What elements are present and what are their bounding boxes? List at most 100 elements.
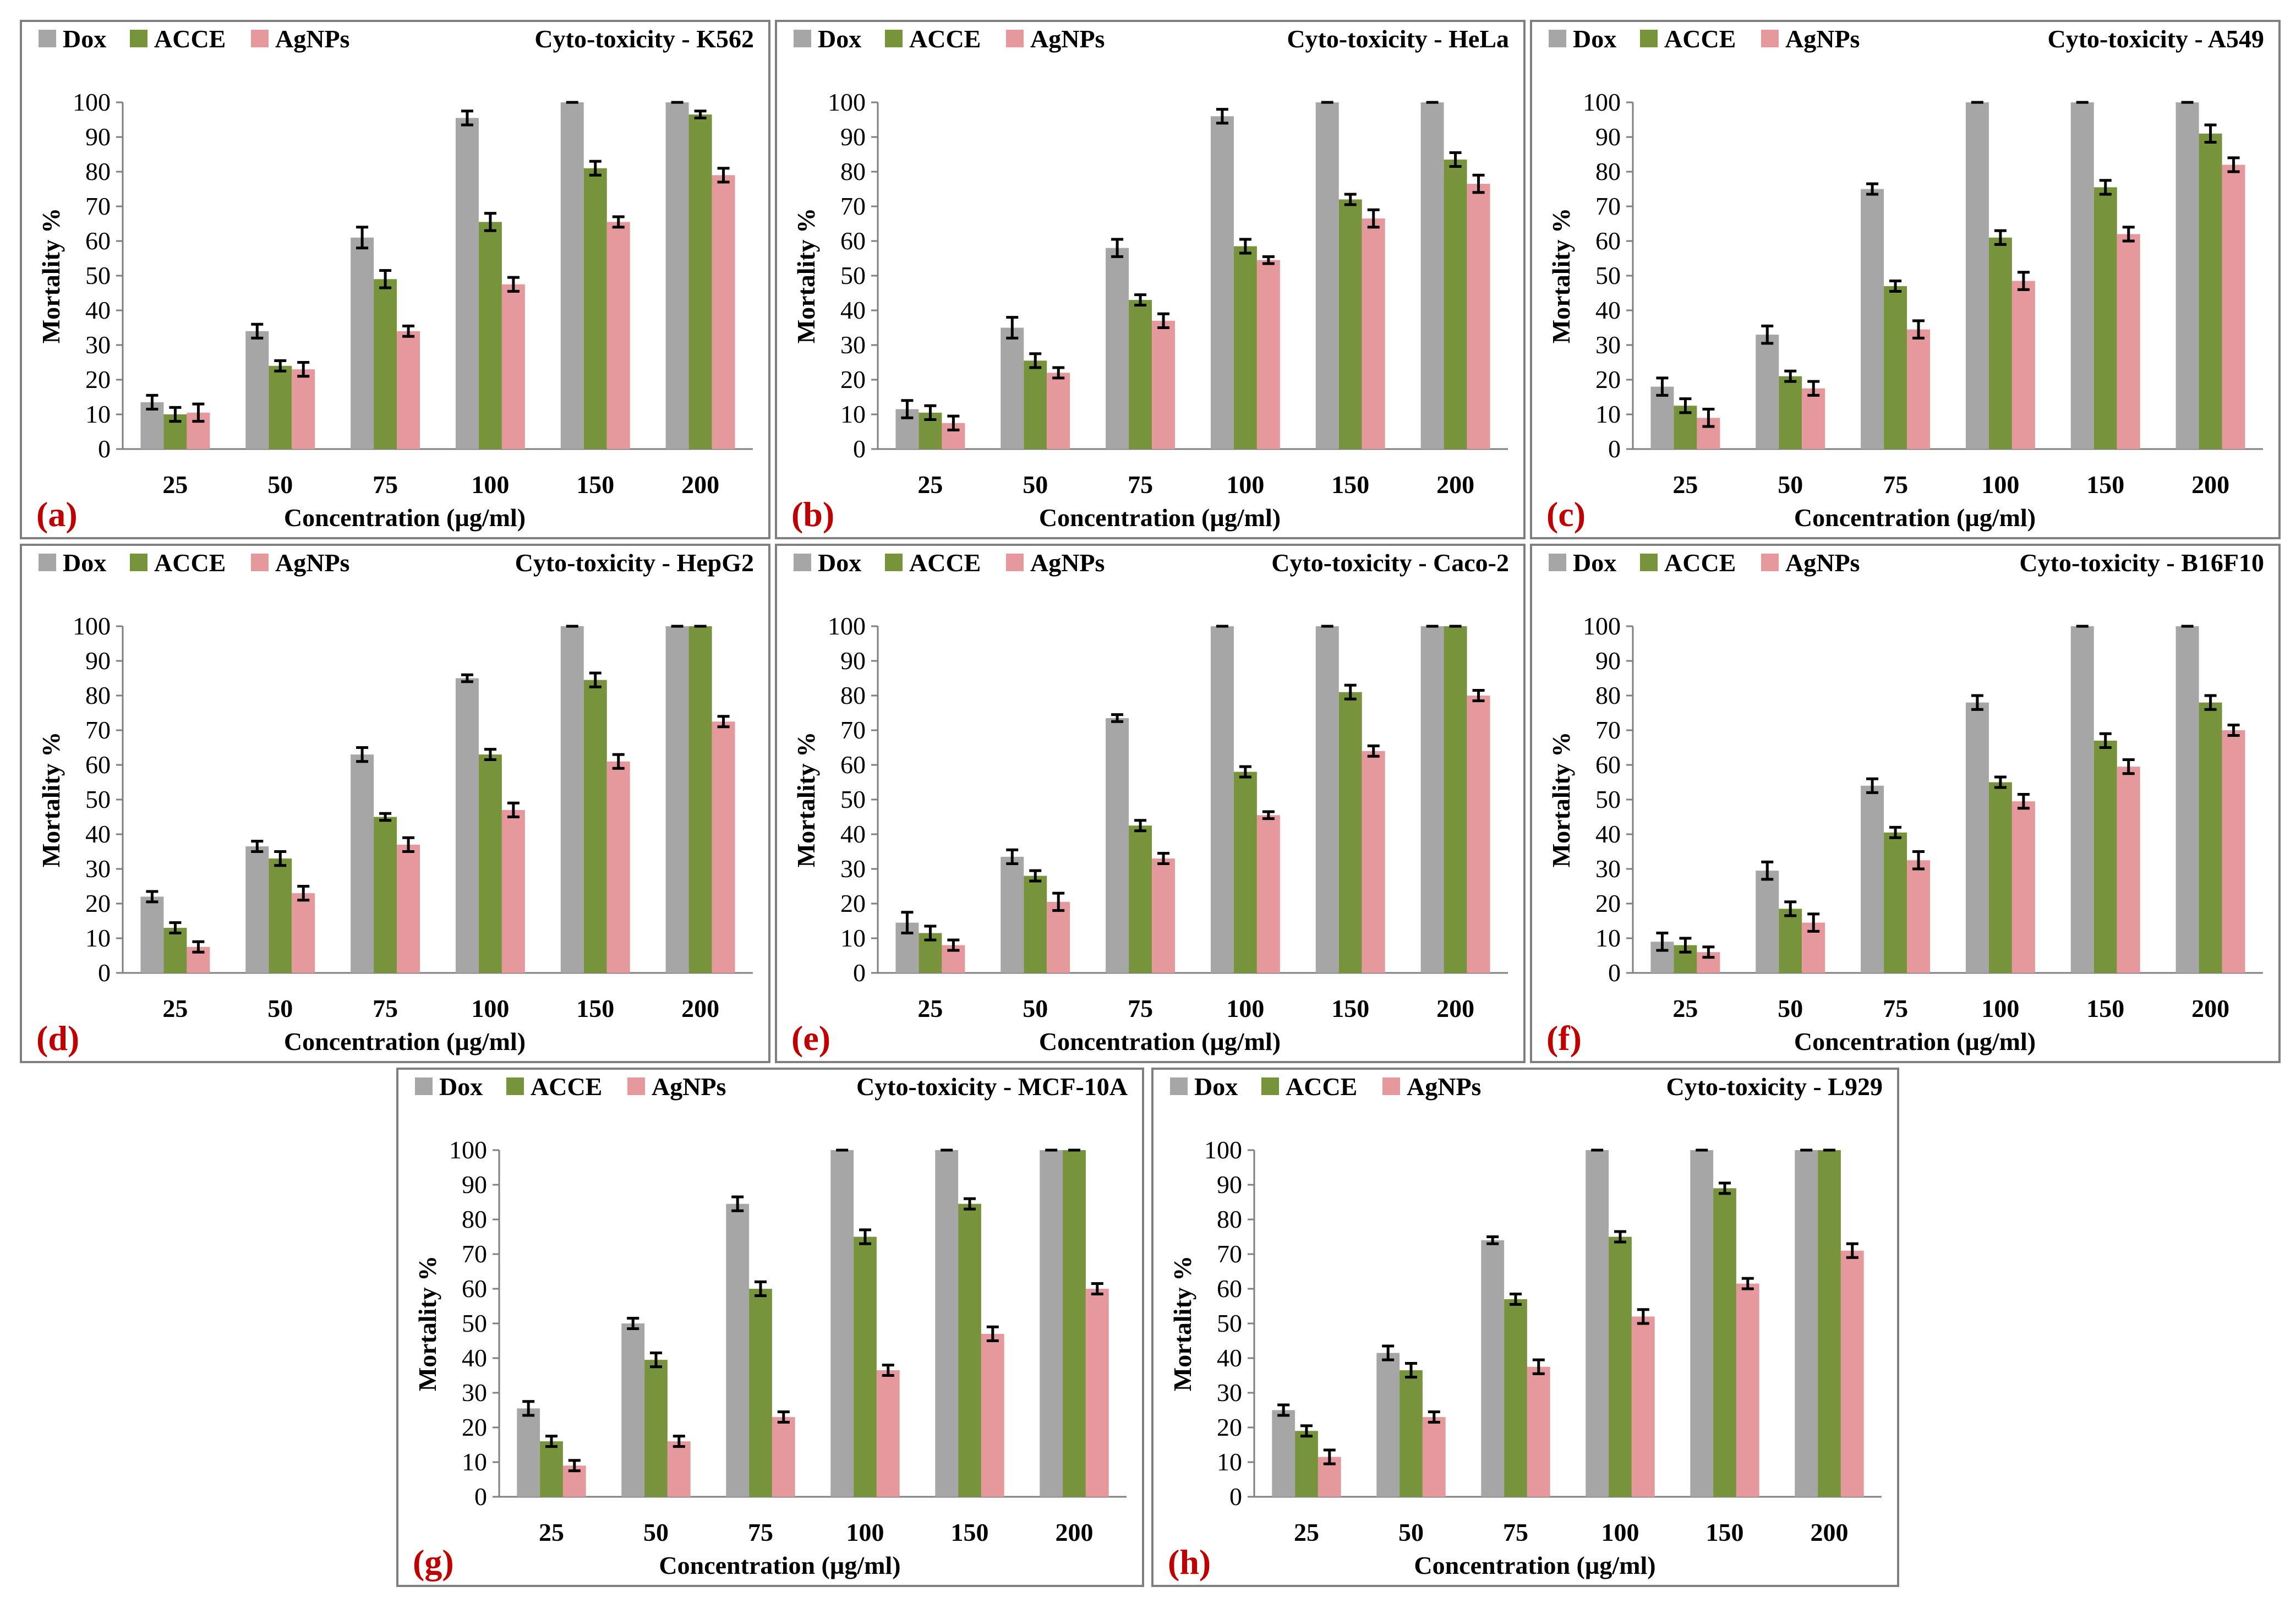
bar-acce-50 — [1024, 876, 1047, 973]
y-tick-label: 40 — [85, 296, 111, 324]
legend-swatch-acce — [885, 30, 903, 47]
legend-swatch-acce — [885, 554, 903, 571]
bar-dox-25 — [517, 1408, 540, 1497]
panel-c: Dox ACCE AgNPs Cyto-toxicity - A549 0 10 20 30 4… — [1530, 20, 2281, 539]
y-tick-label: 0 — [98, 435, 111, 463]
category-group-100 — [1965, 694, 2035, 973]
y-tick-label: 60 — [1595, 227, 1621, 255]
y-axis-title: Mortality % — [1168, 1256, 1196, 1392]
bar-dox-75 — [726, 1203, 750, 1497]
y-tick-label: 100 — [1204, 1136, 1242, 1164]
x-category-label: 100 — [1226, 994, 1264, 1022]
y-axis-title: Mortality % — [1547, 732, 1575, 868]
category-group-50 — [1756, 860, 1825, 973]
bar-acce-200 — [2199, 133, 2222, 449]
category-group-25 — [895, 399, 965, 449]
category-group-200 — [1040, 1148, 1109, 1497]
bar-agnps-200 — [1467, 696, 1490, 973]
category-group-75 — [726, 1195, 795, 1497]
bar-dox-75 — [1481, 1240, 1505, 1497]
y-tick-label: 100 — [73, 612, 111, 640]
legend-swatch-agnps — [251, 30, 269, 47]
panel-frame — [20, 544, 770, 1063]
y-tick-label: 100 — [449, 1136, 487, 1164]
legend-label-dox: Dox — [1194, 1073, 1238, 1101]
y-tick-label: 70 — [1595, 716, 1621, 744]
bar-acce-200 — [688, 626, 712, 973]
x-category-label: 75 — [373, 470, 398, 499]
y-tick-label: 60 — [1217, 1274, 1242, 1303]
category-group-50 — [1001, 848, 1070, 973]
x-category-label: 75 — [373, 994, 398, 1022]
bar-agnps-100 — [1631, 1316, 1655, 1497]
x-category-label: 75 — [1883, 994, 1908, 1022]
bar-dox-200 — [1795, 1150, 1818, 1497]
x-category-label: 100 — [1981, 994, 2019, 1022]
y-axis-title: Mortality % — [413, 1256, 441, 1392]
bar-acce-150 — [1338, 199, 1362, 449]
bar-dox-200 — [665, 626, 689, 973]
bar-acce-50 — [269, 858, 292, 973]
bar-agnps-75 — [1907, 860, 1931, 973]
bar-agnps-75 — [1527, 1366, 1550, 1497]
category-group-25 — [1272, 1403, 1341, 1497]
y-tick-label: 50 — [85, 785, 111, 813]
panel-h: Dox ACCE AgNPs Cyto-toxicity - L929 0 10 20 30 4… — [1151, 1068, 1899, 1587]
y-tick-label: 20 — [1595, 365, 1621, 393]
category-group-75 — [351, 226, 420, 449]
bar-dox-50 — [1001, 856, 1024, 973]
legend-swatch-acce — [1261, 1077, 1279, 1095]
y-tick-label: 20 — [462, 1413, 487, 1441]
y-tick-label: 80 — [85, 157, 111, 185]
bar-dox-150 — [2070, 102, 2094, 449]
bar-dox-25 — [1272, 1410, 1295, 1497]
panel-title: Cyto-toxicity - Caco-2 — [1271, 549, 1509, 577]
bar-acce-200 — [1818, 1150, 1841, 1497]
legend-swatch-agnps — [1382, 1077, 1400, 1095]
panel-letter: (e) — [791, 1019, 830, 1058]
y-tick-label: 70 — [85, 716, 111, 744]
bar-dox-100 — [455, 118, 479, 450]
category-group-100 — [1586, 1148, 1655, 1497]
legend-swatch-agnps — [1761, 30, 1779, 47]
x-category-label: 75 — [748, 1518, 773, 1546]
bar-agnps-75 — [1152, 858, 1176, 973]
category-group-150 — [2070, 625, 2140, 973]
y-tick-label: 40 — [85, 820, 111, 848]
category-group-25 — [140, 393, 210, 449]
legend-label-acce: ACCE — [909, 549, 981, 577]
x-category-label: 50 — [1023, 470, 1048, 499]
panel-letter: (d) — [36, 1019, 79, 1058]
legend-swatch-dox — [1549, 554, 1566, 571]
bar-acce-100 — [1233, 246, 1257, 449]
category-group-100 — [830, 1148, 900, 1497]
x-axis-title: Concentration (µg/ml) — [659, 1551, 900, 1579]
bar-dox-25 — [1650, 386, 1674, 449]
bar-acce-200 — [688, 114, 712, 450]
y-tick-label: 90 — [1595, 647, 1621, 675]
legend-label-acce: ACCE — [154, 549, 226, 577]
bar-acce-200 — [2199, 702, 2222, 973]
bar-dox-50 — [245, 846, 269, 973]
y-tick-label: 70 — [840, 192, 866, 220]
y-tick-label: 90 — [1595, 123, 1621, 151]
category-group-75 — [1481, 1235, 1550, 1497]
category-group-75 — [1106, 238, 1176, 449]
bar-acce-150 — [1338, 692, 1362, 973]
bar-agnps-150 — [2117, 767, 2140, 973]
x-category-label: 100 — [471, 994, 509, 1022]
bar-agnps-150 — [606, 222, 630, 449]
y-axis-title: Mortality % — [792, 732, 820, 868]
bar-acce-50 — [269, 365, 292, 449]
y-tick-label: 90 — [1217, 1170, 1242, 1199]
x-category-label: 50 — [1778, 994, 1803, 1022]
bar-agnps-75 — [397, 844, 420, 973]
y-tick-label: 0 — [474, 1482, 487, 1511]
y-tick-label: 0 — [853, 435, 866, 463]
bar-acce-200 — [1444, 626, 1467, 973]
y-tick-label: 70 — [840, 716, 866, 744]
bar-acce-100 — [854, 1237, 877, 1497]
bar-dox-100 — [1210, 116, 1234, 449]
panel-title: Cyto-toxicity - L929 — [1666, 1073, 1883, 1101]
bar-acce-50 — [644, 1360, 668, 1497]
